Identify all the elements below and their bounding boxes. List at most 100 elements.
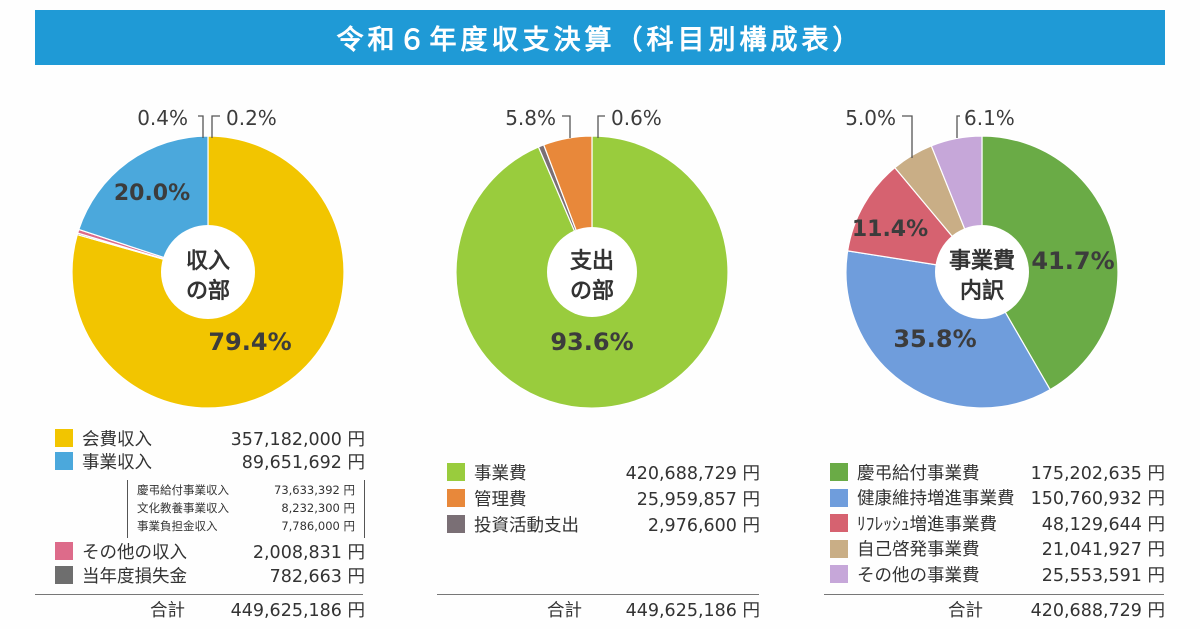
legend-row: その他の収入 2,008,831 円 bbox=[55, 539, 365, 563]
legend-swatch bbox=[55, 452, 73, 470]
legend-value: 25,959,857 円 bbox=[636, 489, 760, 510]
legend-label: 当年度損失金 bbox=[82, 566, 187, 587]
legend-label: 健康維持増進事業費 bbox=[857, 489, 1015, 509]
sub-row-value: 7,786,000 円 bbox=[281, 519, 355, 533]
slice-percent-label: 35.8% bbox=[893, 325, 976, 353]
legend-value: 21,041,927 円 bbox=[1041, 540, 1165, 560]
legend-swatch bbox=[55, 429, 73, 447]
slice-percent-label: 79.4% bbox=[208, 328, 291, 356]
pie-slice bbox=[845, 250, 1051, 409]
legend-swatch bbox=[830, 539, 848, 558]
legend-value: 150,760,932 円 bbox=[1030, 489, 1165, 509]
slice-percent-label: 0.4% bbox=[137, 106, 188, 130]
leader-line bbox=[211, 115, 220, 138]
slice-percent-label: 20.0% bbox=[114, 181, 190, 206]
total-label: 合計 bbox=[150, 601, 185, 621]
legend-swatch bbox=[55, 542, 73, 560]
legend-value: 2,976,600 円 bbox=[647, 515, 760, 536]
slice-percent-label: 41.7% bbox=[1031, 247, 1114, 275]
pie-center-label: の部 bbox=[570, 278, 614, 304]
slice-percent-label: 0.2% bbox=[226, 106, 277, 130]
legend-row: その他の事業費 25,553,591 円 bbox=[830, 562, 1165, 586]
legend-swatch bbox=[830, 463, 848, 481]
legend-swatch bbox=[447, 489, 465, 507]
sub-row-label: 事業負担金収入 bbox=[137, 519, 218, 533]
total-label: 合計 bbox=[547, 601, 582, 621]
breakdown-legend: 慶弔給付事業費 175,202,635 円健康維持増進事業費 150,760,932… bbox=[824, 458, 1167, 621]
slice-percent-label: 6.1% bbox=[964, 106, 1015, 130]
total-value: 449,625,186 円 bbox=[625, 601, 760, 621]
slice-percent-label: 0.6% bbox=[611, 106, 662, 130]
expense-legend: 事業費 420,688,729 円管理費 25,959,857 円投資活動支出 2,9… bbox=[437, 458, 760, 621]
total-value: 449,625,186 円 bbox=[230, 601, 365, 621]
legend-value: 2,008,831 円 bbox=[252, 542, 365, 563]
legend-value: 25,553,591 円 bbox=[1041, 565, 1165, 586]
legend-swatch bbox=[830, 488, 848, 507]
legend-row: 管理費 25,959,857 円 bbox=[447, 486, 760, 510]
legend-label: 自己啓発事業費 bbox=[857, 540, 980, 560]
leader-line bbox=[562, 115, 571, 138]
legend-row: 当年度損失金 782,663 円 bbox=[55, 563, 365, 587]
slice-percent-label: 5.0% bbox=[845, 106, 896, 130]
legend-label: 会費収入 bbox=[82, 429, 152, 450]
legend-row: 投資活動支出 2,976,600 円 bbox=[447, 512, 760, 536]
pie-center-hole bbox=[161, 225, 255, 319]
pie-center-label: 内訳 bbox=[960, 278, 1005, 304]
income-legend: 会費収入 357,182,000 円事業収入 89,651,692 円慶弔給付事業収… bbox=[35, 424, 365, 621]
legend-value: 89,651,692 円 bbox=[241, 452, 365, 473]
slice-percent-label: 5.8% bbox=[505, 106, 556, 130]
legend-label: その他の事業費 bbox=[857, 565, 980, 586]
legend-label: その他の収入 bbox=[82, 542, 187, 563]
total-value: 420,688,729 円 bbox=[1030, 601, 1165, 621]
pie-center-hole bbox=[547, 227, 637, 317]
legend-swatch bbox=[447, 515, 465, 533]
legend-swatch bbox=[447, 463, 465, 481]
legend-value: 420,688,729 円 bbox=[625, 463, 760, 484]
legend-label: 投資活動支出 bbox=[474, 515, 579, 536]
legend-label: ﾘﾌﾚｯｼｭ増進事業費 bbox=[857, 514, 997, 535]
legend-value: 175,202,635 円 bbox=[1030, 463, 1165, 484]
pie-center-label: 事業費 bbox=[949, 248, 1015, 274]
sub-row-label: 文化教養事業収入 bbox=[137, 501, 229, 515]
leader-line bbox=[198, 115, 204, 138]
legend-row: 自己啓発事業費 21,041,927 円 bbox=[830, 537, 1165, 561]
legend-divider bbox=[35, 594, 363, 595]
legend-label: 管理費 bbox=[474, 489, 527, 510]
page-title: 令和６年度収支決算（科目別構成表） bbox=[35, 10, 1165, 65]
legend-row: 会費収入 357,182,000 円 bbox=[55, 426, 365, 450]
leader-line bbox=[597, 115, 605, 138]
sub-row-value: 8,232,300 円 bbox=[281, 501, 355, 515]
leader-line bbox=[956, 115, 960, 138]
sub-row-label: 慶弔給付事業収入 bbox=[137, 483, 229, 497]
legend-value: 357,182,000 円 bbox=[230, 429, 365, 450]
legend-row: ﾘﾌﾚｯｼｭ増進事業費 48,129,644 円 bbox=[830, 511, 1165, 535]
pie-slice bbox=[981, 135, 1119, 391]
pie-center-label: 支出 bbox=[570, 249, 614, 274]
legend-swatch bbox=[830, 514, 848, 532]
legend-label: 事業収入 bbox=[82, 452, 152, 473]
sub-breakdown-bracket bbox=[127, 480, 365, 538]
slice-percent-label: 11.4% bbox=[852, 217, 928, 242]
pie-center-label: の部 bbox=[186, 278, 230, 304]
legend-value: 48,129,644 円 bbox=[1041, 514, 1165, 535]
legend-swatch bbox=[55, 566, 73, 584]
pie-center-label: 収入 bbox=[186, 249, 230, 274]
legend-row: 健康維持増進事業費 150,760,932 円 bbox=[830, 486, 1165, 510]
pie-center-hole bbox=[935, 225, 1029, 319]
legend-value: 782,663 円 bbox=[269, 566, 365, 587]
legend-divider bbox=[824, 594, 1164, 595]
slice-percent-label: 93.6% bbox=[550, 328, 633, 356]
leader-line bbox=[902, 115, 913, 158]
legend-swatch bbox=[830, 565, 848, 583]
legend-row: 事業収入 89,651,692 円 bbox=[55, 449, 365, 473]
legend-divider bbox=[437, 594, 759, 595]
sub-row-value: 73,633,392 円 bbox=[274, 483, 355, 497]
legend-label: 慶弔給付事業費 bbox=[857, 463, 980, 484]
legend-row: 慶弔給付事業費 175,202,635 円 bbox=[830, 460, 1165, 484]
legend-row: 事業費 420,688,729 円 bbox=[447, 460, 760, 484]
total-label: 合計 bbox=[948, 601, 983, 621]
